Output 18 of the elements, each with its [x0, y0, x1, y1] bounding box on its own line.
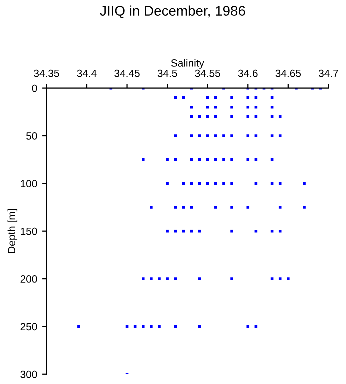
x-tick-label: 34.35 — [34, 70, 60, 78]
x-tick-label: 34.4 — [77, 70, 97, 78]
x-tick-label: 34.55 — [195, 70, 220, 78]
x-tick-label: 34.7 — [318, 70, 338, 78]
y-tick-label: 300 — [20, 370, 38, 378]
x-tick-label: 34.65 — [276, 70, 302, 78]
y-tick-label: 100 — [21, 180, 38, 188]
x-tick-label: 34.5 — [158, 70, 178, 78]
y-axis-title: Depth [m] — [8, 210, 18, 254]
x-tick-label: 34.6 — [238, 70, 258, 78]
y-tick-label: 200 — [20, 276, 38, 283]
y-tick-label: 250 — [20, 323, 38, 331]
x-tick-label: 34.45 — [114, 70, 140, 78]
chart-title: JIIQ in December, 1986 — [100, 6, 246, 18]
y-tick-label: 0 — [32, 84, 38, 92]
y-tick-label: 150 — [21, 228, 38, 236]
x-axis-title: Salinity — [171, 59, 204, 69]
y-tick-label: 50 — [26, 132, 38, 140]
